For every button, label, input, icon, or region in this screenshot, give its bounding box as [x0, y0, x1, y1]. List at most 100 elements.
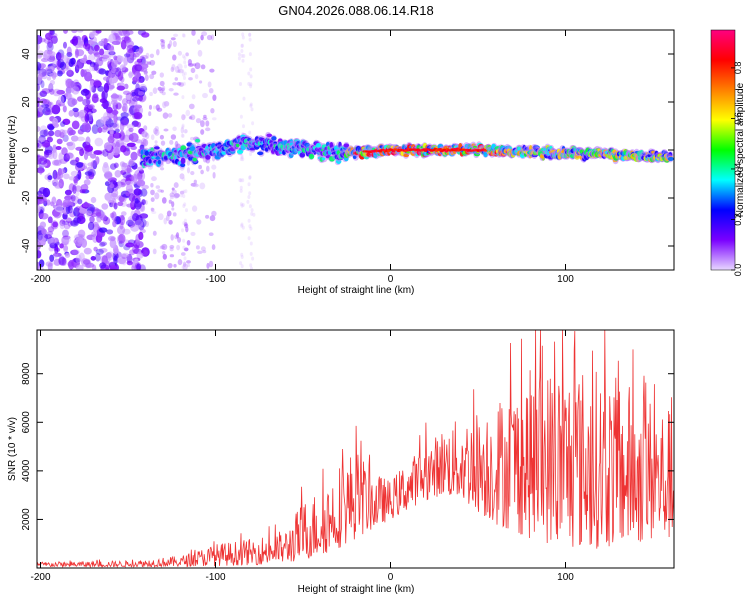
spectrogram-cell	[52, 149, 58, 160]
spectrogram-cell	[177, 259, 183, 266]
snr-panel: -200 -100 0 100 2000 4000 6000 8000 Height of …	[7, 329, 675, 595]
spectrogram-cell	[52, 118, 58, 127]
spectrogram-cell	[182, 261, 187, 268]
spectrogram-cell	[129, 132, 139, 143]
spectrogram-cell	[116, 55, 125, 63]
spectrogram-cell	[40, 80, 45, 89]
spectrogram-cell	[83, 247, 92, 255]
spectrogram-cell	[93, 246, 98, 252]
spectrogram-cell	[117, 225, 126, 235]
spectrogram-cell	[235, 143, 240, 148]
spectrogram-cell	[173, 92, 179, 96]
spectrogram-cell	[58, 168, 66, 175]
spectrogram-cell	[161, 243, 168, 250]
spectrogram-cell	[181, 123, 185, 128]
spectrogram-cell	[192, 157, 198, 162]
spectrogram-cell	[119, 64, 126, 71]
spectrogram-cell	[44, 110, 53, 116]
spectrogram-cell	[82, 98, 91, 106]
spectrogram-cell	[200, 34, 204, 41]
spectrogram-cell	[126, 44, 135, 54]
spectrogram-cell	[181, 72, 185, 77]
spectrogram-cell	[99, 262, 107, 269]
spectrogram-cell	[138, 91, 144, 96]
spectrogram-cell	[189, 114, 196, 121]
spectrogram-cell	[47, 216, 53, 224]
spectrogram-cell	[247, 71, 251, 76]
y-tick-label: -20	[21, 190, 32, 205]
spectrogram-cell	[78, 208, 87, 214]
spectrogram-cell	[249, 241, 253, 246]
spectrogram-cell	[184, 129, 188, 134]
snr-x-axis-label: Height of straight line (km)	[298, 584, 415, 595]
spectrogram-cell	[170, 134, 177, 140]
spectrogram-cell	[247, 81, 251, 86]
spectrogram-cell	[162, 112, 169, 119]
spectrogram-cell	[247, 182, 251, 187]
spectrogram-cell	[138, 231, 144, 241]
spectrogram-cell	[190, 136, 195, 141]
spectrogram-cell	[183, 222, 188, 227]
spectrogram-cell	[178, 69, 184, 74]
spectrogram-cell	[68, 259, 75, 270]
spectrogram-cell	[61, 220, 70, 225]
spectrogram-cell	[144, 220, 150, 228]
spectrogram-cell	[66, 46, 72, 56]
spectrogram-cell	[63, 244, 69, 253]
spectrogram-cell	[49, 88, 55, 95]
spectrogram-cell	[242, 124, 245, 129]
spectrogram-cell	[128, 127, 134, 132]
spectrogram-cell	[96, 212, 102, 217]
spectrogram-cell	[186, 167, 191, 174]
spectrogram-cell	[163, 217, 168, 225]
spectrogram-cell	[161, 197, 167, 204]
spectrogram-cell	[133, 188, 142, 196]
spectrogram-cell	[190, 67, 196, 74]
spectrogram-cell	[125, 180, 133, 187]
spectrogram-cell	[111, 60, 118, 69]
spectrogram-cell	[114, 169, 122, 178]
spectrogram-cell	[130, 224, 140, 232]
spectrogram-cell	[41, 103, 50, 108]
spectrogram-cell	[111, 109, 119, 115]
spectrogram-cell	[248, 52, 252, 57]
spectrogram-cell	[43, 129, 49, 137]
spectrogram-cell	[70, 194, 76, 202]
spectrogram-cell	[208, 232, 214, 236]
spectrogram-cell	[51, 179, 59, 187]
spectrogram-cell	[249, 263, 253, 268]
spectrogram-cell	[70, 135, 79, 142]
spectrogram-cell	[56, 138, 63, 145]
spectrogram-cell	[115, 35, 121, 41]
spectrogram-cell	[37, 250, 42, 259]
spectrogram-cell	[71, 86, 80, 95]
spectrogram-cell	[177, 69, 181, 73]
spectrogram-cell	[184, 64, 187, 69]
y-tick-label: 40	[21, 48, 32, 60]
spectrogram-cell	[198, 164, 202, 170]
spectrogram-cell	[108, 45, 115, 51]
snr-series-line	[37, 330, 674, 568]
spectrogram-cell	[205, 127, 211, 132]
spectrogram-cell	[82, 43, 91, 50]
spectrogram-cell	[145, 132, 150, 139]
spectrogram-cell	[170, 66, 175, 73]
spectrogram-cell	[121, 252, 130, 258]
spectrogram-cell	[189, 146, 196, 152]
spectrogram-cell	[77, 229, 86, 238]
spectrogram-cell	[247, 218, 251, 223]
spectrogram-cell	[108, 33, 116, 44]
spectrogram-cell	[251, 121, 255, 126]
spectrogram-cell	[106, 61, 112, 68]
spectrogram-cell	[123, 31, 131, 37]
spectrogram-cell	[187, 58, 192, 66]
spectrogram-cell	[132, 244, 140, 254]
spectrogram-cell	[106, 106, 113, 114]
spectrogram-cell	[112, 121, 120, 131]
spectrogram-cell	[59, 61, 67, 70]
spectrogram-cell	[67, 261, 74, 267]
y-tick-label: 20	[21, 96, 32, 108]
spectrogram-cell	[185, 226, 189, 233]
spectrogram-cell	[182, 221, 186, 226]
spectrogram-cell	[103, 82, 110, 93]
